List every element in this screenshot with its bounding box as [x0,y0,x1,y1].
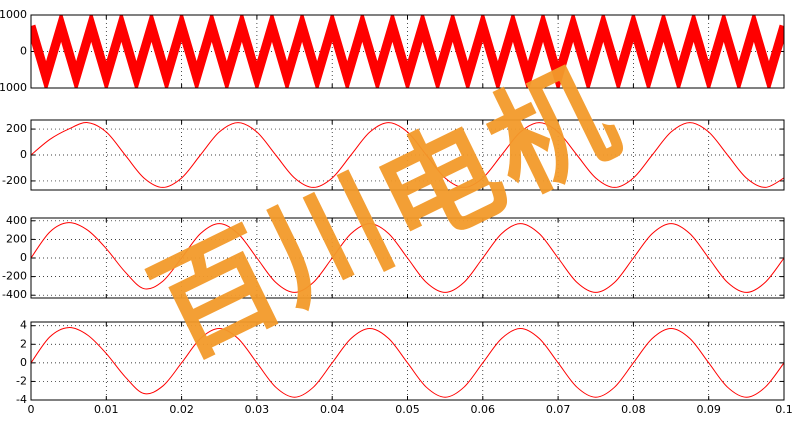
x-tick-label: 0.09 [696,403,721,416]
x-tick-label: 0.02 [169,403,194,416]
series-line [31,327,784,398]
y-tick-label: 0 [20,45,27,58]
y-tick-label: -1000 [0,81,27,94]
y-tick-label: 1000 [0,8,27,21]
plot-area [31,322,784,400]
y-tick-label: -4 [16,393,27,406]
series-line [31,122,784,188]
y-tick-label: -400 [2,288,27,301]
axes-box [30,217,785,299]
y-tick-label: 2 [20,337,27,350]
series-line [31,15,784,88]
y-tick-label: -200 [2,270,27,283]
x-tick-label: 0.1 [775,403,793,416]
x-tick-label: 0.05 [395,403,420,416]
y-tick-label: -200 [2,174,27,187]
series-line [31,222,784,293]
y-tick-label: 0 [20,356,27,369]
axes-box [30,119,785,191]
x-tick-label: 0.01 [94,403,119,416]
y-tick-label: 0 [20,148,27,161]
x-tick-label: 0.06 [471,403,496,416]
x-tick-label: 0 [28,403,35,416]
y-tick-label: 400 [6,214,27,227]
y-tick-label: -2 [16,374,27,387]
x-tick-label: 0.03 [245,403,270,416]
y-tick-label: 200 [6,122,27,135]
axes-box [30,321,785,401]
x-tick-label: 0.07 [546,403,571,416]
x-tick-label: 0.08 [621,403,646,416]
axes-box [30,14,785,89]
y-tick-label: 200 [6,232,27,245]
y-tick-label: 4 [20,319,27,332]
y-tick-label: 0 [20,251,27,264]
x-tick-label: 0.04 [320,403,345,416]
